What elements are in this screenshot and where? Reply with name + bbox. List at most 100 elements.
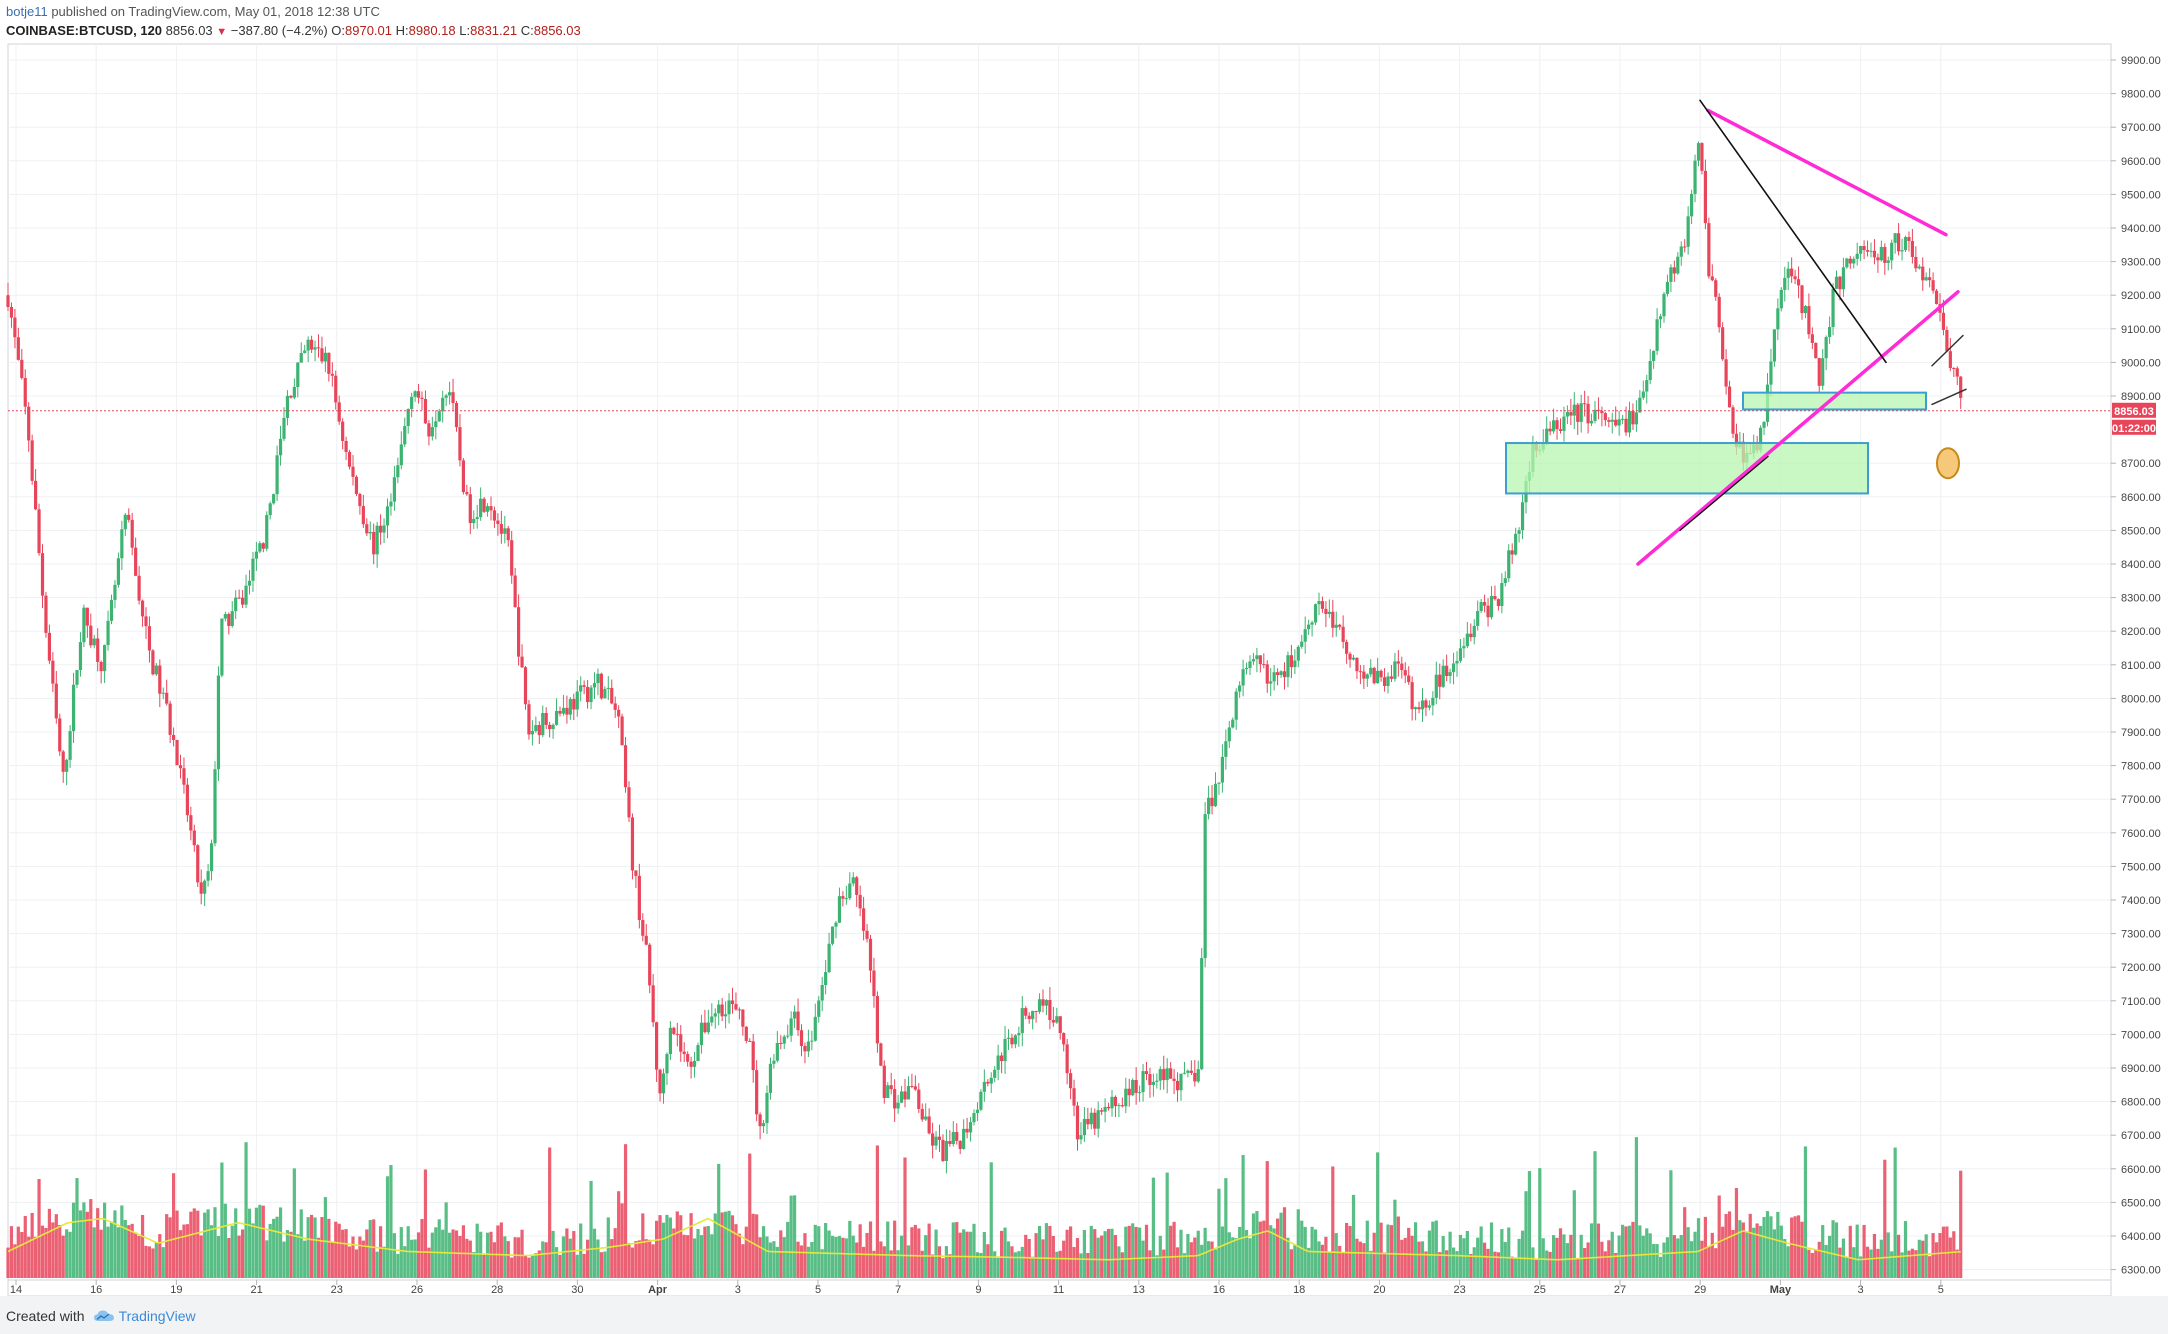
- volume-bar: [1424, 1251, 1428, 1278]
- price-axis[interactable]: 6300.00 6400.00 6500.00 6600.00 6700.00 6800.…: [2111, 55, 2161, 1277]
- volume-bar: [641, 1213, 645, 1278]
- time-axis[interactable]: 14 16 19 21 23 26 28 30 Apr 3 5 7 9 11 13 16 18 20 23 25 27 2…: [10, 1280, 1944, 1296]
- volume-bar: [1610, 1231, 1614, 1278]
- volume-bar: [203, 1212, 207, 1278]
- candle-body: [537, 725, 541, 736]
- volume-bar: [123, 1219, 127, 1278]
- volume-bar: [782, 1237, 786, 1278]
- candle-body: [1517, 530, 1521, 534]
- volume-bar: [292, 1168, 296, 1278]
- volume-bar: [241, 1229, 245, 1278]
- tradingview-brand[interactable]: TradingView: [93, 1308, 196, 1324]
- volume-bar: [1783, 1238, 1787, 1278]
- volume-bar: [558, 1254, 562, 1278]
- candle-body: [558, 710, 562, 714]
- volume-bar: [227, 1238, 231, 1278]
- volume-bar: [1541, 1238, 1545, 1278]
- volume-bar: [1410, 1235, 1414, 1278]
- candle-body: [1483, 602, 1487, 606]
- candle-body: [775, 1042, 779, 1061]
- candle-body: [696, 1045, 700, 1061]
- candle-body: [1200, 958, 1204, 1070]
- candle-body: [586, 686, 590, 703]
- candle-body: [1790, 268, 1794, 277]
- volume-bar: [268, 1223, 272, 1278]
- volume-bar: [1641, 1235, 1645, 1278]
- candle-body: [1003, 1038, 1007, 1062]
- candle-body: [1348, 653, 1352, 660]
- volume-bar: [1793, 1216, 1797, 1278]
- candle-body: [1248, 661, 1252, 668]
- volume-bar: [775, 1246, 779, 1278]
- volume-bar: [1313, 1229, 1318, 1278]
- volume-bar: [1234, 1238, 1238, 1278]
- volume-bar: [147, 1246, 152, 1278]
- volume-bar: [1262, 1220, 1266, 1278]
- candle-body: [1572, 404, 1576, 416]
- candle-body: [1217, 782, 1221, 784]
- ascending-support-line: [1636, 290, 1960, 566]
- volume-bar: [1562, 1234, 1566, 1278]
- candle-body: [1876, 257, 1880, 261]
- user-drawings[interactable]: [1505, 99, 1967, 566]
- candle-body: [306, 339, 310, 351]
- candle-body: [172, 734, 176, 740]
- volume-bar: [706, 1225, 710, 1278]
- candle-body: [1048, 999, 1052, 1021]
- volume-bar: [247, 1208, 252, 1278]
- candle-body: [1914, 256, 1918, 269]
- candle-body: [544, 713, 548, 725]
- volume-bar: [58, 1224, 62, 1278]
- candle-body: [1110, 1096, 1114, 1109]
- volume-bar: [841, 1237, 845, 1278]
- candle-body: [1769, 361, 1773, 385]
- candle-body: [913, 1086, 917, 1090]
- volume-bar: [668, 1217, 672, 1278]
- candle-body: [361, 506, 365, 525]
- price-tick-label: 6500.00: [2121, 1197, 2161, 1209]
- candle-body: [782, 1036, 786, 1044]
- volume-bar: [1217, 1188, 1221, 1278]
- candle-body: [1138, 1092, 1142, 1094]
- volume-bar: [937, 1246, 942, 1278]
- volume-bar: [1476, 1237, 1480, 1278]
- candle-body: [962, 1128, 966, 1149]
- candle-body: [1469, 633, 1473, 638]
- candle-body: [799, 1030, 804, 1046]
- volume-bar: [1531, 1247, 1535, 1278]
- volume-bar: [1859, 1256, 1863, 1278]
- candle-body: [541, 713, 545, 736]
- author-link[interactable]: botje11: [6, 4, 48, 19]
- price-chart[interactable]: 6300.00 6400.00 6500.00 6600.00 6700.00 6800.…: [0, 0, 2168, 1296]
- candle-body: [1227, 727, 1231, 742]
- candle-body: [468, 494, 472, 524]
- volume-bar: [1051, 1235, 1055, 1278]
- volume-bar: [1089, 1225, 1093, 1278]
- volume-bar: [1596, 1223, 1601, 1278]
- volume-bar: [1734, 1188, 1739, 1278]
- candle-body: [1924, 277, 1928, 281]
- price-tick-label: 7200.00: [2121, 962, 2161, 974]
- candle-body: [103, 645, 107, 672]
- volume-bar: [461, 1225, 465, 1278]
- price-tick-label: 6400.00: [2121, 1231, 2161, 1243]
- volume-bar: [692, 1238, 697, 1278]
- candle-body: [254, 551, 258, 559]
- candle-body: [896, 1102, 900, 1109]
- volume-bar: [699, 1235, 704, 1278]
- volume-bar: [1382, 1252, 1387, 1278]
- candle-body: [1648, 360, 1652, 381]
- candle-body: [851, 877, 855, 884]
- candle-body: [772, 1060, 776, 1064]
- symbol-name[interactable]: COINBASE:BTCUSD, 120: [6, 23, 163, 38]
- volume-bar: [1938, 1233, 1942, 1278]
- price-tags: 8856.03 01:22:00: [2112, 402, 2156, 435]
- candle-body: [1307, 624, 1311, 630]
- candle-body: [1327, 611, 1331, 614]
- candle-body: [996, 1055, 1000, 1070]
- candle-body: [1948, 351, 1952, 369]
- volume-bar: [1959, 1170, 1963, 1278]
- candle-body: [1186, 1070, 1190, 1073]
- volume-bar: [1679, 1234, 1683, 1278]
- candle-body: [1162, 1069, 1166, 1081]
